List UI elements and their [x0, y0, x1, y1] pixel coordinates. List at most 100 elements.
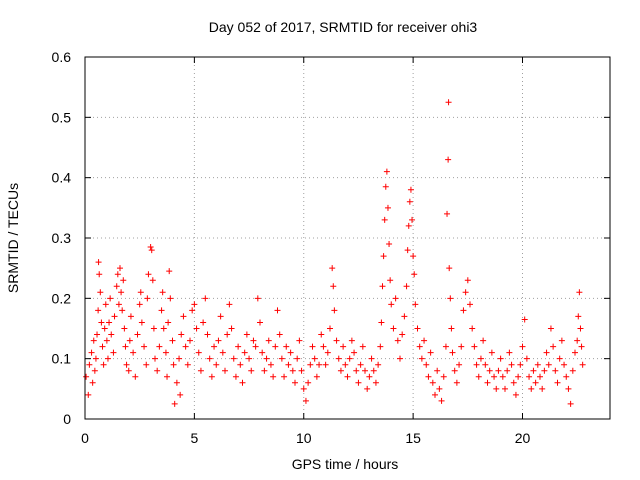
data-point [96, 271, 103, 278]
data-point [355, 379, 362, 386]
data-point [456, 361, 463, 368]
data-point [579, 361, 586, 368]
data-point [448, 325, 455, 332]
data-point [541, 367, 548, 374]
data-point [368, 355, 375, 362]
data-point [125, 367, 132, 374]
y-tick-label: 0.2 [52, 290, 72, 306]
data-point [121, 325, 128, 332]
data-point [335, 355, 342, 362]
y-tick-label: 0.1 [52, 351, 72, 367]
data-point [462, 289, 469, 296]
data-point [359, 343, 366, 350]
data-point [296, 337, 303, 344]
data-point [292, 379, 298, 386]
data-point [177, 391, 184, 398]
data-point [239, 379, 246, 386]
data-point [176, 355, 183, 362]
data-point [438, 397, 445, 404]
data-point [99, 343, 106, 350]
data-point [340, 343, 347, 350]
data-point [276, 331, 283, 338]
data-point [322, 361, 329, 368]
chart-title: Day 052 of 2017, SRMTID for receiver ohi… [209, 19, 478, 35]
data-point [486, 367, 493, 374]
data-point [458, 343, 465, 350]
data-point [434, 367, 441, 374]
data-point [169, 337, 176, 344]
data-point [515, 373, 522, 380]
data-point [101, 325, 108, 332]
data-point [122, 343, 129, 350]
data-point [348, 337, 355, 344]
data-point [477, 355, 484, 362]
data-point [344, 373, 351, 380]
data-point [226, 301, 233, 308]
data-point [228, 325, 235, 332]
data-point [577, 325, 584, 332]
data-point [294, 355, 301, 362]
data-point [118, 289, 125, 296]
data-point [113, 283, 120, 290]
data-point [366, 373, 373, 380]
data-point [473, 361, 480, 368]
data-point [143, 361, 150, 368]
data-point [449, 349, 456, 356]
data-point [539, 385, 546, 392]
data-point [506, 349, 513, 356]
data-point [86, 361, 93, 368]
data-point [528, 385, 535, 392]
data-point [502, 385, 508, 392]
data-point [480, 337, 487, 344]
data-point [148, 247, 155, 254]
data-point [521, 316, 528, 323]
x-tick-label: 20 [515, 430, 531, 446]
data-point [446, 265, 453, 272]
x-tick-label: 0 [81, 430, 89, 446]
data-point [257, 319, 263, 326]
data-point [353, 367, 360, 374]
data-point [406, 198, 413, 205]
data-point [289, 367, 296, 374]
y-tick-label: 0.5 [52, 109, 72, 125]
data-point [384, 204, 391, 211]
data-point [320, 343, 327, 350]
data-point [83, 373, 90, 380]
data-point [204, 331, 211, 338]
data-point [517, 361, 524, 368]
data-point [187, 337, 193, 344]
data-point [543, 349, 550, 356]
data-point [252, 343, 259, 350]
data-point [469, 325, 476, 332]
data-point [97, 289, 104, 296]
data-point [254, 295, 261, 302]
data-point [232, 373, 239, 380]
data-point [380, 253, 387, 260]
data-point [219, 349, 226, 356]
data-point [547, 325, 554, 332]
axis-tick-labels: 0 5 10 15 20 0 0.1 0.2 0.3 0.4 0.5 0.6 [52, 49, 531, 446]
data-point [545, 361, 552, 368]
data-point [250, 337, 257, 344]
data-point [189, 307, 196, 314]
data-point [215, 337, 222, 344]
data-point [464, 277, 471, 284]
data-point [278, 355, 285, 362]
data-point [138, 319, 145, 326]
data-point [394, 337, 401, 344]
data-point [475, 373, 482, 380]
data-point [241, 349, 248, 356]
data-point [108, 331, 115, 338]
data-point [95, 307, 102, 314]
x-tick-label: 15 [405, 430, 421, 446]
data-point [421, 337, 428, 344]
data-point [217, 313, 224, 320]
data-point [423, 361, 430, 368]
data-point [263, 355, 270, 362]
data-point [532, 379, 539, 386]
data-point [178, 331, 185, 338]
data-point [432, 391, 438, 398]
data-point [378, 319, 385, 326]
y-tick-label: 0.4 [52, 170, 72, 186]
